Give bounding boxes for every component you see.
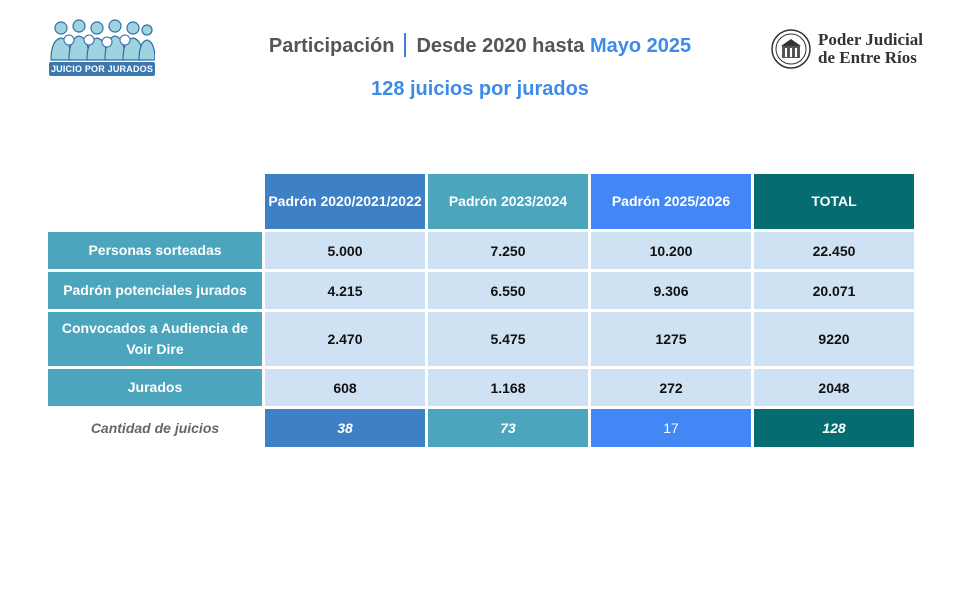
table-cell: 22.450 [754,232,914,269]
table-header-row: Padrón 2020/2021/2022 Padrón 2023/2024 P… [48,174,914,229]
table-cell: 1275 [591,312,751,366]
row-label: Personas sorteadas [48,232,262,269]
row-label: Padrón potenciales jurados [48,272,262,309]
jurors-illustration-icon [50,19,155,61]
column-header: Padrón 2023/2024 [428,174,588,229]
institution-name-line1: Poder Judicial [818,30,923,49]
juicio-por-jurados-logo: JUICIO POR JURADOS [49,16,155,76]
institution-name: Poder Judicial de Entre Ríos [818,31,923,67]
table-cell: 5.000 [265,232,425,269]
table-cell: 2048 [754,369,914,406]
row-label: Convocados a Audiencia de Voir Dire [48,312,262,366]
table-cell: 4.215 [265,272,425,309]
table-corner [48,174,262,229]
title-part2: Desde 2020 hasta [416,35,585,57]
column-header: Padrón 2020/2021/2022 [265,174,425,229]
table-cell: 608 [265,369,425,406]
footer-cell-total: 128 [754,409,914,447]
table-row: Jurados 608 1.168 272 2048 [48,369,914,406]
page-subtitle: 128 juicios por jurados [371,78,589,100]
table-cell: 7.250 [428,232,588,269]
table-cell: 272 [591,369,751,406]
table-row: Personas sorteadas 5.000 7.250 10.200 22… [48,232,914,269]
column-header-total: TOTAL [754,174,914,229]
table-cell: 9.306 [591,272,751,309]
table-cell: 10.200 [591,232,751,269]
table-row: Padrón potenciales jurados 4.215 6.550 9… [48,272,914,309]
title-accent: Mayo 2025 [589,35,692,57]
institution-name-line2: de Entre Ríos [818,48,917,67]
table-cell: 2.470 [265,312,425,366]
table-cell: 6.550 [428,272,588,309]
title-separator [404,33,407,57]
participation-table: Padrón 2020/2021/2022 Padrón 2023/2024 P… [45,171,917,450]
table-footer-row: Cantidad de juicios 38 73 17 128 [48,409,914,447]
column-header: Padrón 2025/2026 [591,174,751,229]
footer-cell: 38 [265,409,425,447]
footer-cell: 17 [591,409,751,447]
table-row: Convocados a Audiencia de Voir Dire 2.47… [48,312,914,366]
table-cell: 1.168 [428,369,588,406]
table-cell: 9220 [754,312,914,366]
judicial-seal-icon [771,29,811,69]
page-title: Participación Desde 2020 hasta Mayo 2025 [0,33,960,58]
table-cell: 20.071 [754,272,914,309]
title-part1: Participación [268,35,395,57]
footer-cell: 73 [428,409,588,447]
footer-label: Cantidad de juicios [90,420,220,436]
row-label: Jurados [48,369,262,406]
logo-banner-text: JUICIO POR JURADOS [49,62,155,76]
table-cell: 5.475 [428,312,588,366]
poder-judicial-logo: Poder Judicial de Entre Ríos [771,29,931,71]
